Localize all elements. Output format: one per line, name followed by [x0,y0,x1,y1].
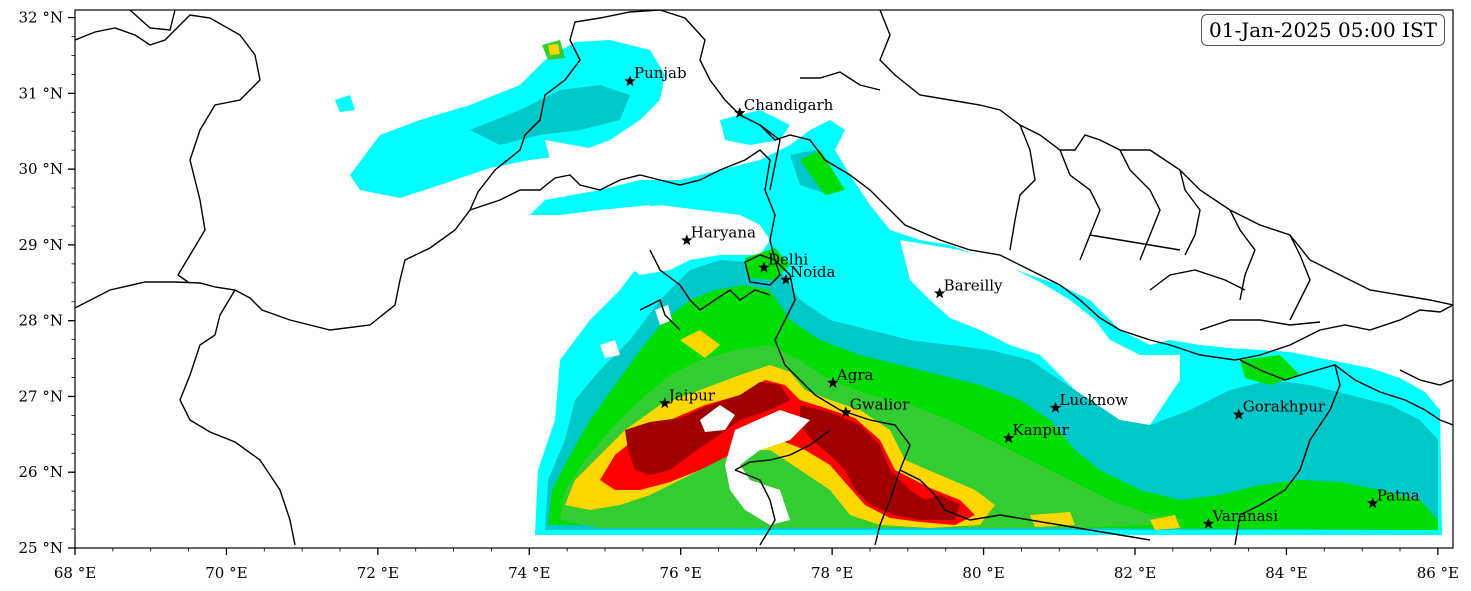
city-label: Lucknow [1060,391,1129,409]
x-tick-label: 70 °E [205,564,247,582]
y-tick-label: 31 °N [19,84,63,102]
city-label: Haryana [691,223,756,241]
axis-ticks: 68 °E 70 °E 72 °E 74 °E 76 °E 78 °E 80 °E 82 °E… [19,9,1459,582]
boundary-lines [75,10,1453,546]
x-tick-label: 80 °E [962,564,1004,582]
city-label: Varanasi [1211,507,1278,525]
y-tick-label: 25 °N [19,539,63,557]
city-star-icon [681,234,693,246]
timestamp-label: 01-Jan-2025 05:00 IST [1201,14,1445,46]
city-star-icon [1367,497,1379,509]
y-tick-label: 28 °N [19,312,63,330]
x-tick-label: 86 °E [1417,564,1459,582]
field-level-1 [335,95,355,112]
city-star-icon [1002,432,1015,443]
field-level-5 [680,330,720,358]
city-label: Gorakhpur [1243,398,1326,416]
field-level-5 [1150,515,1180,530]
city-star-icon [659,397,671,409]
x-tick-label: 72 °E [357,564,399,582]
city-label: Gwalior [850,395,910,413]
city-star-icon [624,75,636,87]
city-star-icon [1233,408,1245,420]
y-tick-label: 30 °N [19,160,63,178]
city-label: Agra [836,366,874,384]
city-star-icon [758,261,770,273]
city-label: Noida [790,263,836,281]
x-tick-label: 78 °E [811,564,853,582]
y-tick-label: 27 °N [19,387,63,405]
city-label: Delhi [768,251,808,269]
city-label: Patna [1377,486,1420,504]
x-tick-label: 68 °E [54,564,96,582]
y-tick-label: 26 °N [19,463,63,481]
field-level-2 [470,85,630,145]
field-level-5 [1030,512,1075,527]
field-level-3 [800,150,845,195]
city-star-icon [827,376,839,388]
field-level-3 [1240,355,1300,385]
city-label: Bareilly [944,276,1003,294]
y-tick-label: 32 °N [19,9,63,27]
city-star-icon [1202,517,1215,529]
x-tick-label: 74 °E [508,564,550,582]
x-tick-label: 82 °E [1114,564,1156,582]
city-star-icon [780,273,792,285]
field-level-1 [720,110,790,145]
plot-frame [74,9,1454,549]
city-star-icon [840,406,852,418]
city-label: Punjab [634,64,687,82]
city-star-icon [934,287,946,299]
city-star-icon [734,107,746,118]
x-tick-label: 84 °E [1265,564,1307,582]
city-star-icon [1049,401,1062,413]
y-tick-label: 29 °N [19,236,63,254]
city-label: Kanpur [1013,421,1070,439]
x-tick-label: 76 °E [660,564,702,582]
field-level-7 [800,405,960,520]
city-label: Chandigarh [744,96,834,114]
city-label: Jaipur [667,386,716,404]
fog-density-field [335,40,1442,535]
